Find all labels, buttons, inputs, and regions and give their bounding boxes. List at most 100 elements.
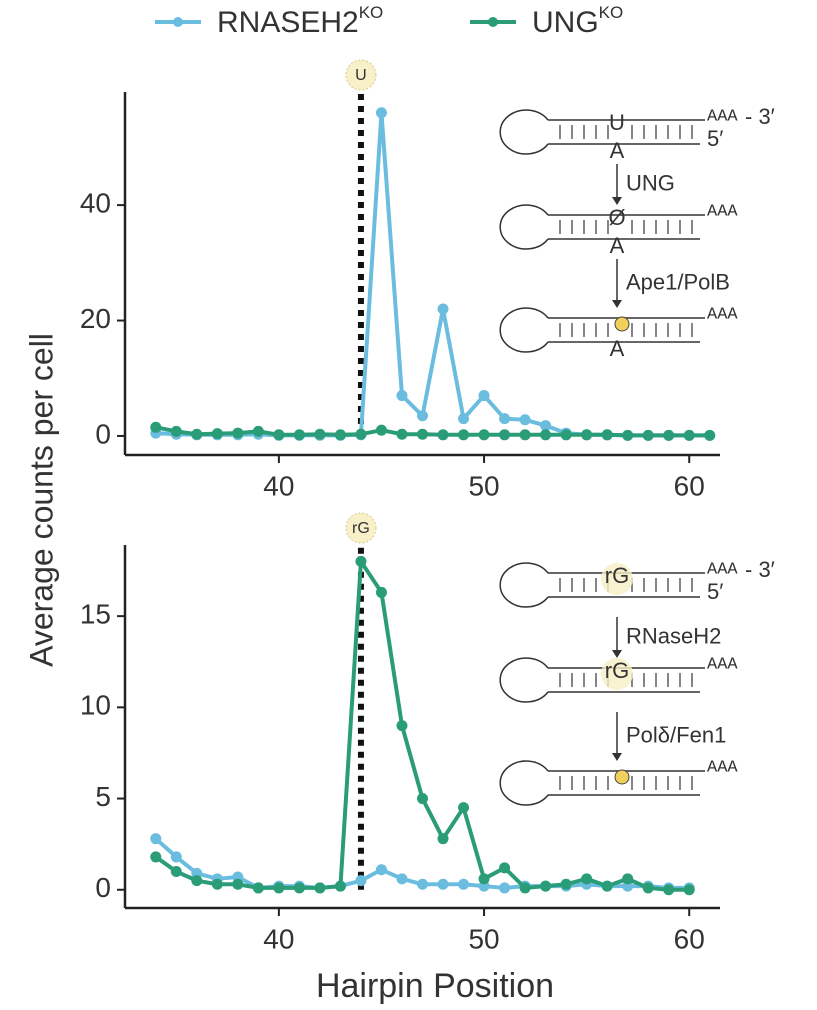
data-point — [663, 429, 675, 441]
data-point — [375, 424, 387, 436]
end-5: 5′ — [707, 579, 723, 604]
data-point — [499, 413, 511, 425]
data-point — [458, 802, 470, 814]
data-point — [252, 882, 264, 894]
data-point — [252, 425, 264, 437]
end-3: - 3′ — [745, 104, 775, 129]
data-point — [560, 878, 572, 890]
y-tick-label: 5 — [95, 781, 111, 812]
data-point — [150, 421, 162, 433]
data-point — [334, 880, 346, 892]
poly-a: AAA — [707, 560, 738, 579]
data-point — [458, 429, 470, 441]
series-line — [155, 425, 710, 438]
base-label: rG — [605, 563, 629, 588]
data-point — [683, 429, 695, 441]
base-label: Ø — [608, 205, 625, 230]
data-point — [170, 866, 182, 878]
data-point — [519, 429, 531, 441]
data-point — [273, 882, 285, 894]
data-point — [519, 414, 531, 426]
poly-a: AAA — [707, 758, 738, 777]
y-tick-label: 20 — [80, 303, 111, 334]
data-point — [540, 429, 552, 441]
y-tick-label: 15 — [80, 599, 111, 630]
data-point — [704, 429, 716, 441]
data-point — [663, 884, 675, 896]
data-point — [437, 878, 449, 890]
poly-a: AAA — [707, 305, 738, 324]
marker-label: U — [355, 67, 367, 84]
data-point — [170, 425, 182, 437]
data-point — [211, 878, 223, 890]
end-5: 5′ — [707, 126, 723, 151]
data-point — [540, 420, 552, 432]
legend-label: UNGKO — [532, 3, 623, 38]
data-point — [293, 882, 305, 894]
data-point — [601, 429, 613, 441]
nick-dot — [614, 316, 630, 332]
data-point — [211, 428, 223, 440]
data-point — [191, 428, 203, 440]
data-point — [642, 429, 654, 441]
data-point — [375, 107, 387, 119]
data-point — [478, 429, 490, 441]
data-point — [273, 429, 285, 441]
x-tick-label: 40 — [263, 923, 294, 954]
base-label: A — [610, 138, 625, 163]
data-point — [314, 428, 326, 440]
x-tick-label: 50 — [468, 923, 499, 954]
data-point — [150, 851, 162, 863]
data-point — [293, 429, 305, 441]
data-point — [232, 878, 244, 890]
data-point — [396, 390, 408, 402]
data-point — [355, 428, 367, 440]
data-point — [191, 875, 203, 887]
hairpin-loop — [499, 657, 549, 703]
base-label: rG — [605, 658, 629, 683]
base-label: A — [610, 336, 625, 361]
data-point — [314, 882, 326, 894]
base-label: U — [609, 110, 625, 135]
enzyme-label: Ape1/PolB — [626, 269, 730, 294]
x-tick-label: 60 — [674, 923, 705, 954]
legend-name: UNG — [532, 6, 599, 39]
data-point — [150, 833, 162, 845]
data-point — [437, 303, 449, 315]
x-axis-label: Hairpin Position — [316, 967, 554, 1005]
arrow-head — [612, 650, 622, 658]
data-point — [417, 428, 428, 440]
y-tick-label: 40 — [80, 188, 111, 219]
data-point — [170, 851, 182, 863]
data-point — [417, 410, 428, 422]
y-axis-label: Average counts per cell — [23, 333, 59, 667]
hairpin-loop — [499, 204, 549, 250]
arrow-head — [612, 300, 622, 308]
data-point — [499, 429, 511, 441]
series-line — [154, 559, 690, 892]
data-point — [437, 833, 449, 845]
data-point — [499, 882, 511, 894]
data-point — [232, 427, 244, 439]
data-point — [642, 882, 654, 894]
poly-a: AAA — [707, 655, 738, 674]
data-point — [540, 880, 552, 892]
marker-halo — [345, 512, 377, 544]
y-tick-label: 10 — [80, 690, 111, 721]
data-point — [417, 878, 428, 890]
nick-dot — [614, 769, 630, 785]
end-3: - 3′ — [745, 557, 775, 582]
data-point — [601, 880, 613, 892]
x-tick-label: 40 — [263, 470, 294, 501]
data-point — [437, 429, 449, 441]
legend-superscript: KO — [359, 3, 384, 22]
base-label: A — [610, 233, 625, 258]
data-point — [581, 429, 593, 441]
data-point — [375, 586, 387, 598]
data-point — [581, 873, 593, 885]
data-point — [478, 390, 490, 402]
data-point — [499, 862, 511, 874]
legend-label: RNASEH2KO — [217, 3, 383, 38]
